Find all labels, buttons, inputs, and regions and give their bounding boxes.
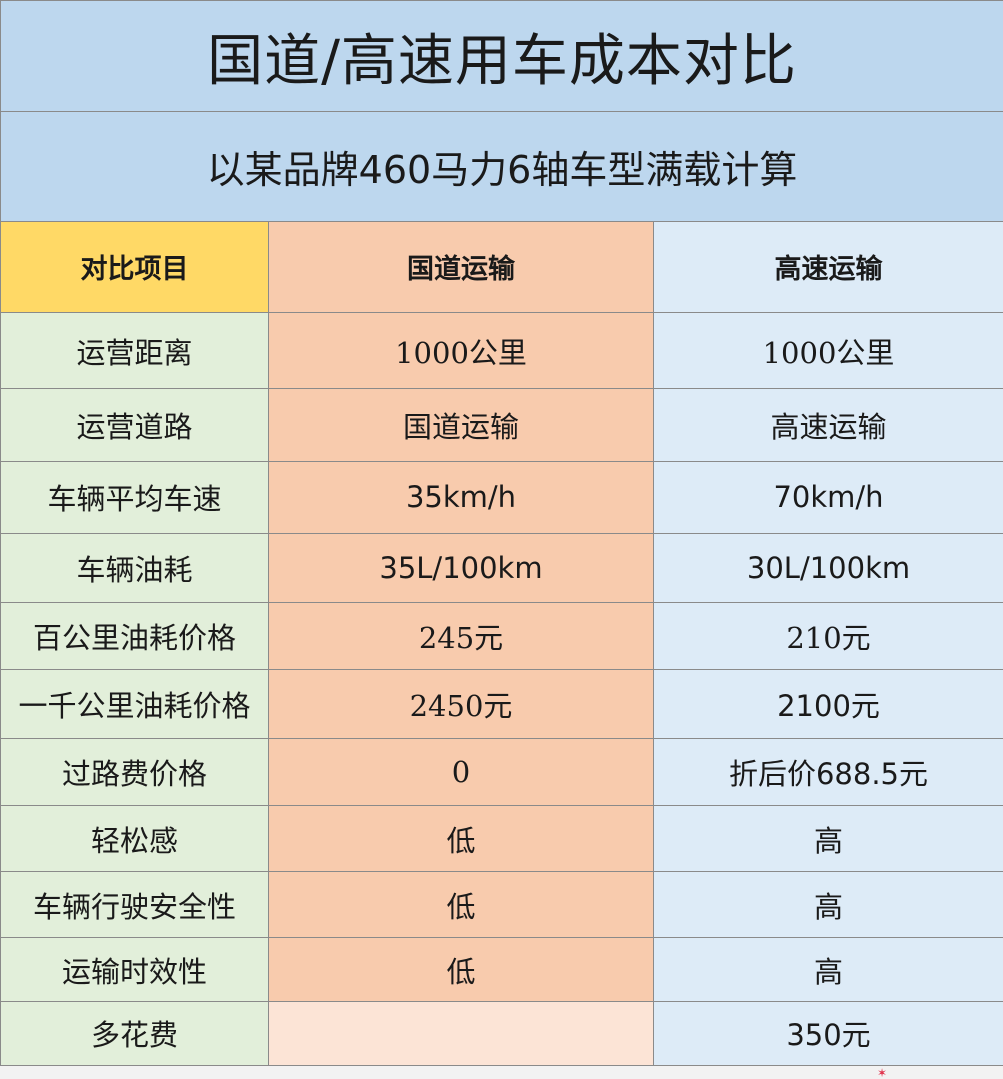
table-row: 车辆行驶安全性 低 高 (0, 871, 1003, 939)
row-item-label: 运营距离 (0, 312, 269, 390)
row-highway-value: 350元 (652, 1000, 1003, 1067)
row-highway-value: 高 (652, 871, 1003, 939)
row-national-value: 低 (268, 937, 654, 1002)
row-item-label: 车辆行驶安全性 (0, 871, 269, 939)
row-highway-value: 高速运输 (652, 388, 1003, 462)
header-highway: 高速运输 (652, 220, 1003, 314)
row-national-value: 35L/100km (268, 532, 654, 604)
row-national-value: 2450元 (268, 669, 654, 739)
row-item-label: 多花费 (0, 1000, 269, 1067)
row-national-value (268, 1000, 654, 1067)
row-item-label: 车辆油耗 (0, 532, 269, 604)
row-highway-value: 210元 (652, 602, 1003, 671)
row-national-value: 35km/h (268, 460, 654, 534)
header-item: 对比项目 (0, 220, 269, 314)
table-row: 车辆平均车速 35km/h 70km/h (0, 460, 1003, 534)
row-national-value: 1000公里 (268, 312, 654, 390)
row-national-value: 国道运输 (268, 388, 654, 462)
row-highway-value: 1000公里 (652, 312, 1003, 390)
table-row: 车辆油耗 35L/100km 30L/100km (0, 532, 1003, 604)
table-row: 多花费 350元 (0, 1000, 1003, 1067)
page-subtitle: 以某品牌460马力6轴车型满载计算 (0, 111, 1003, 222)
bottom-strip (0, 1066, 1003, 1079)
table-row: 运输时效性 低 高 (0, 937, 1003, 1002)
table-row: 过路费价格 0 折后价688.5元 (0, 737, 1003, 806)
watermark-icon: ✶ (877, 1068, 888, 1079)
row-national-value: 低 (268, 804, 654, 873)
row-highway-value: 30L/100km (652, 532, 1003, 604)
row-national-value: 245元 (268, 602, 654, 671)
table-row: 运营道路 国道运输 高速运输 (0, 388, 1003, 462)
row-item-label: 运营道路 (0, 388, 269, 462)
row-highway-value: 70km/h (652, 460, 1003, 534)
page-title: 国道/高速用车成本对比 (0, 0, 1003, 113)
row-item-label: 过路费价格 (0, 737, 269, 806)
row-highway-value: 2100元 (652, 669, 1003, 739)
row-item-label: 百公里油耗价格 (0, 602, 269, 671)
row-item-label: 轻松感 (0, 804, 269, 873)
table-row: 一千公里油耗价格 2450元 2100元 (0, 669, 1003, 739)
row-item-label: 车辆平均车速 (0, 460, 269, 534)
header-row: 对比项目 国道运输 高速运输 (0, 220, 1003, 314)
header-national: 国道运输 (268, 220, 654, 314)
table-row: 百公里油耗价格 245元 210元 (0, 602, 1003, 671)
table-row: 运营距离 1000公里 1000公里 (0, 312, 1003, 390)
row-highway-value: 高 (652, 937, 1003, 1002)
row-national-value: 低 (268, 871, 654, 939)
row-highway-value: 折后价688.5元 (652, 737, 1003, 806)
row-highway-value: 高 (652, 804, 1003, 873)
row-national-value: 0 (268, 737, 654, 806)
table-row: 轻松感 低 高 (0, 804, 1003, 873)
row-item-label: 运输时效性 (0, 937, 269, 1002)
row-item-label: 一千公里油耗价格 (0, 669, 269, 739)
